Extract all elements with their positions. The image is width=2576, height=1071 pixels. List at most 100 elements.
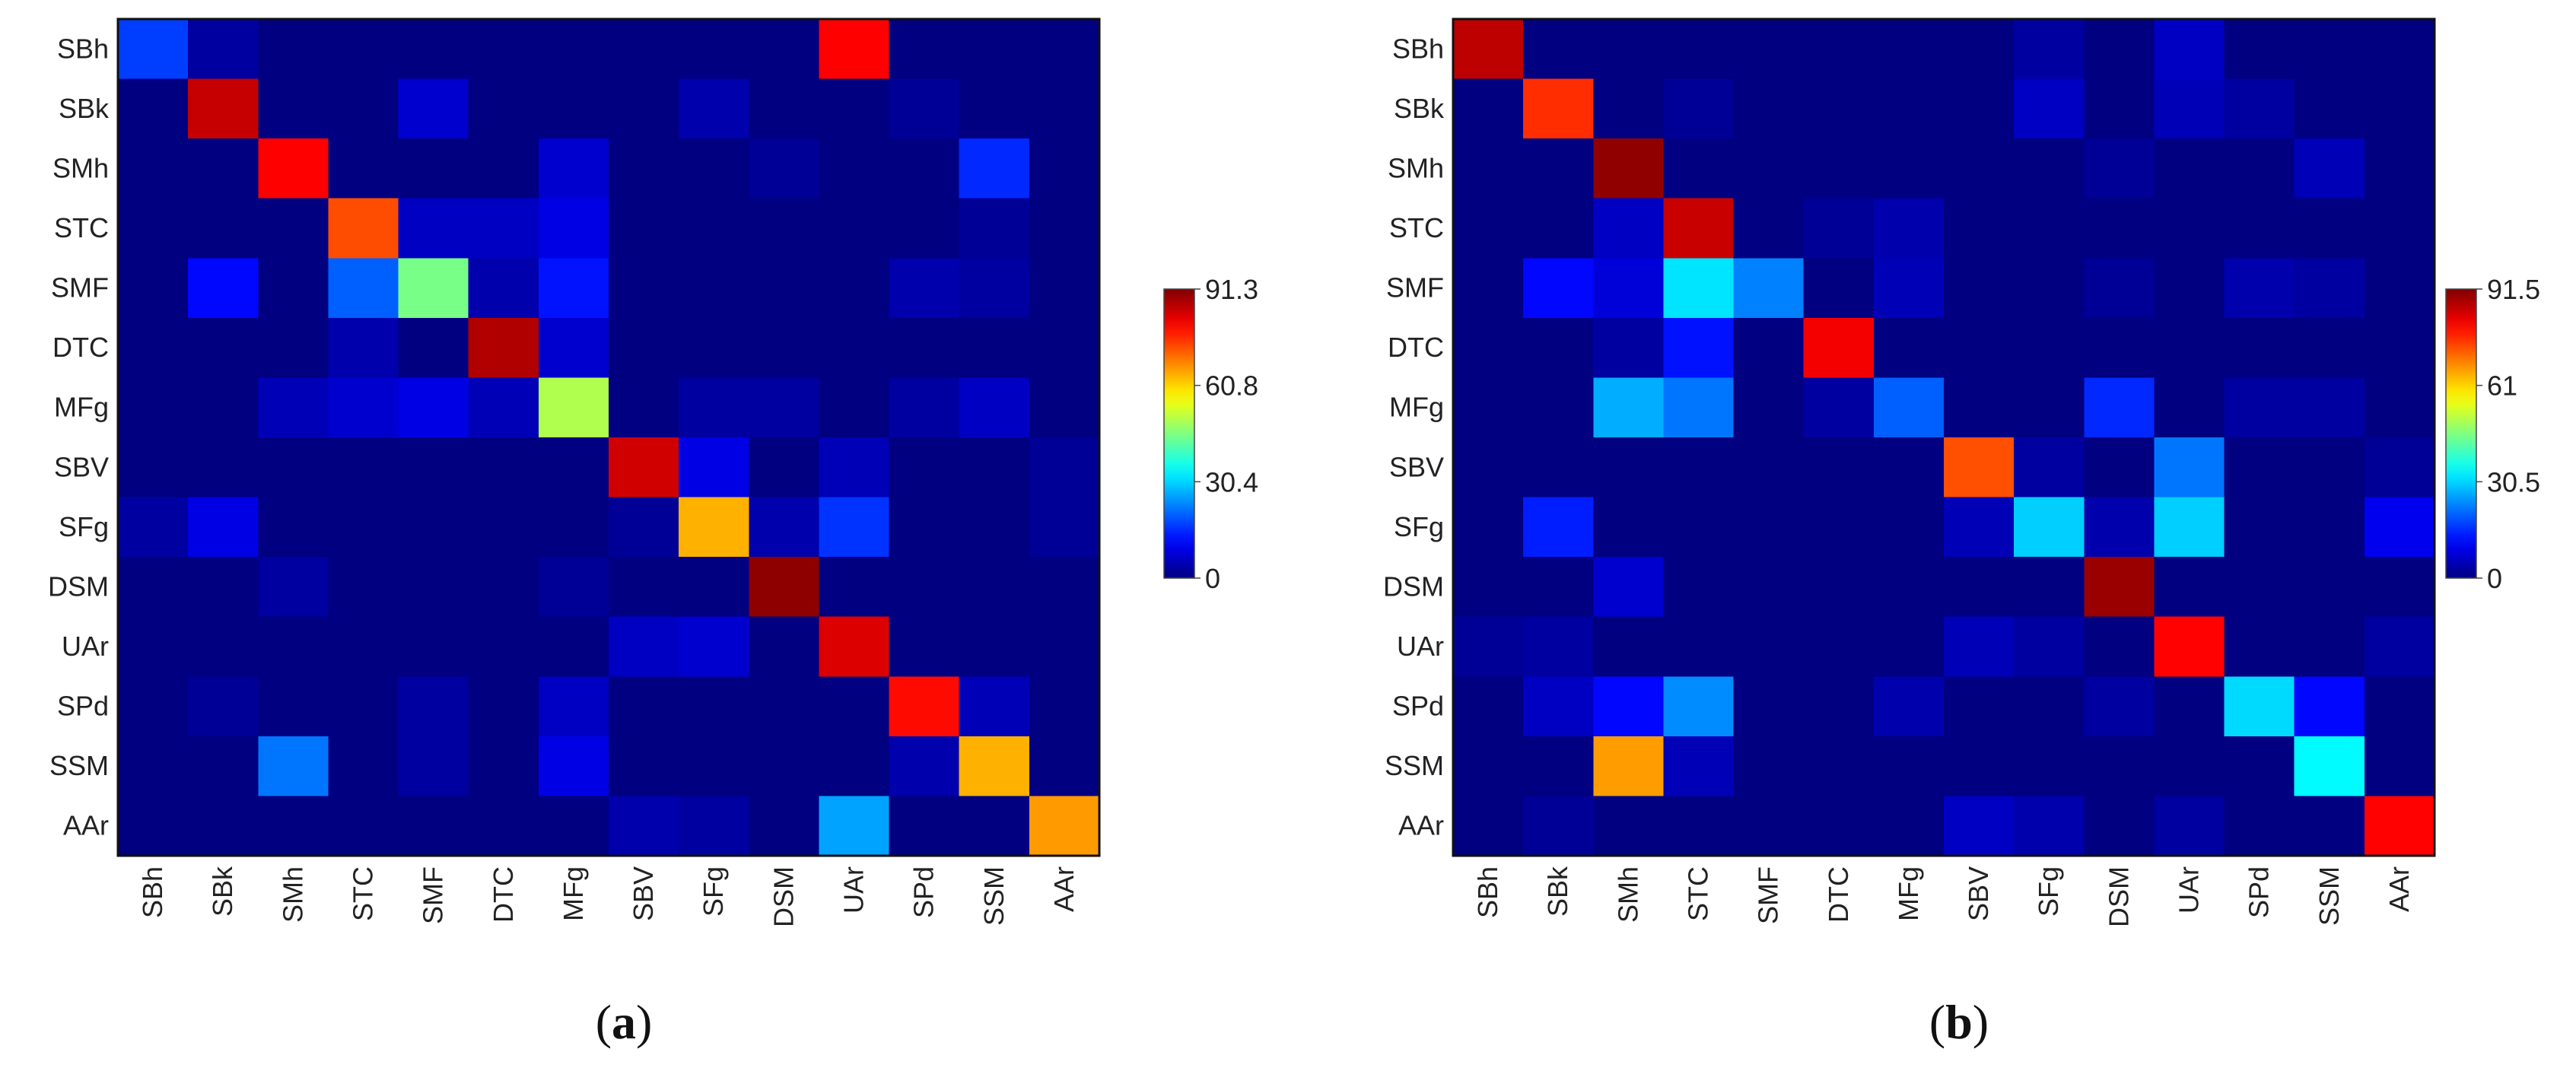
heatmap-cell: SSM / SBV: 0	[1944, 736, 2015, 797]
heatmap-cell: SMF / SPd: 4	[889, 258, 960, 319]
heatmap-cell: SFg / SMh: 0	[1593, 497, 1665, 558]
heatmap-cell: UAr / SMF: 0	[1733, 616, 1805, 677]
heatmap-cell: SBh / DTC: 0	[1803, 19, 1875, 80]
heatmap-cell: MFg / DSM: 3	[749, 377, 820, 438]
heatmap-cell: SPd / DTC: 0	[468, 676, 539, 737]
heatmap-cell: SSM / MFg: 9	[538, 736, 609, 797]
heatmap-cell: AAr / SMF: 0	[1733, 796, 1805, 856]
heatmap-cell: SPd / UAr: 0	[2154, 676, 2225, 737]
x-tick-label: MFg	[1893, 866, 1924, 921]
heatmap-cell: SSM / SPd: 0	[2224, 736, 2295, 797]
heatmap-cell: SMh / SSM: 15	[959, 138, 1030, 199]
heatmap-cell: UAr / UAr: 80	[2154, 616, 2225, 677]
heatmap-cell: SPd / SSM: 5	[959, 676, 1030, 737]
heatmap-cell: SFg / SBV: 5	[1944, 497, 2015, 558]
heatmap-cell: MFg / SFg: 3	[679, 377, 749, 438]
x-tick-label: SMF	[1753, 866, 1784, 924]
caption-close-paren: )	[636, 995, 652, 1049]
heatmap-cell: MFg / SPd: 3	[2224, 377, 2295, 438]
heatmap-cell: SMF / DTC: 0	[1803, 258, 1875, 319]
heatmap-cell: SPd / SPd: 79	[889, 676, 960, 737]
heatmap-cell: SPd / SMh: 12	[1593, 676, 1665, 737]
heatmap-cell: MFg / SSM: 3	[2294, 377, 2365, 438]
heatmap-cell: DTC / SMh: 3	[1593, 317, 1665, 379]
heatmap-cell: SMh / MFg: 0	[1873, 138, 1945, 199]
colorbar-gradient	[1164, 289, 1194, 578]
heatmap-cell: SMF / AAr: 0	[1029, 258, 1100, 319]
x-tick-label: SBV	[628, 866, 659, 921]
heatmap-cell: DTC / SFg: 0	[679, 317, 749, 379]
heatmap-cell: SMh / SBk: 0	[188, 138, 259, 199]
y-tick-label: DTC	[1388, 332, 1444, 363]
x-tick-label: DTC	[488, 866, 519, 923]
colorbar-tick-label: 91.3	[1205, 274, 1258, 305]
heatmap-cell: SFg / SSM: 0	[2294, 497, 2365, 558]
heatmap-cell: SBh / SFg: 3	[2014, 19, 2085, 80]
heatmap-cell: SBk / SBk: 76	[1523, 78, 1594, 139]
heatmap-cell: AAr / SBk: 0	[188, 796, 259, 856]
heatmap-cell: SBh / SMh: 0	[258, 19, 329, 80]
heatmap-cell: STC / MFg: 4	[1873, 198, 1945, 259]
heatmap-cell: SSM / SPd: 4	[889, 736, 960, 797]
y-tick-label: SBk	[59, 93, 110, 124]
heatmap-cell: SSM / SMh: 66	[1593, 736, 1665, 797]
heatmap-cell: SFg / SBh: 3	[118, 497, 189, 558]
heatmap-cell: SBh / AAr: 0	[1029, 19, 1100, 80]
y-tick-label: AAr	[1398, 810, 1444, 841]
heatmap-cell: AAr / SPd: 0	[2224, 796, 2295, 856]
heatmap-cell: STC / SFg: 0	[679, 198, 749, 259]
heatmap-cell: SBh / MFg: 0	[1873, 19, 1945, 80]
heatmap-cell: UAr / DSM: 0	[749, 616, 820, 677]
heatmap-cell: STC / SMh: 0	[258, 198, 329, 259]
heatmap-cell: SBV / SPd: 0	[889, 437, 960, 498]
heatmap-cell: AAr / DSM: 0	[2084, 796, 2155, 856]
heatmap-cell: SBk / SBh: 0	[118, 78, 189, 139]
heatmap-cell: SSM / DSM: 0	[749, 736, 820, 797]
heatmap-cell: SMF / DSM: 0	[749, 258, 820, 319]
heatmap-cell: SSM / SMh: 22	[258, 736, 329, 797]
heatmap-cell: AAr / DTC: 0	[468, 796, 539, 856]
heatmap-cell: SMh / SBk: 0	[1523, 138, 1594, 199]
heatmap-cell: SBk / SMh: 0	[258, 78, 329, 139]
heatmap-cell: STC / STC: 73	[328, 198, 399, 259]
heatmap-cell: SFg / STC: 0	[1663, 497, 1735, 558]
heatmap-cell: DSM / MFg: 2	[538, 557, 609, 618]
heatmap-cell: SBh / DSM: 0	[2084, 19, 2155, 80]
heatmap-cell: MFg / SPd: 3	[889, 377, 960, 438]
heatmap-cell: AAr / SBh: 0	[1453, 796, 1524, 856]
heatmap-cell: SSM / SMF: 3	[398, 736, 469, 797]
heatmap-cell: SMh / SFg: 0	[2014, 138, 2085, 199]
x-tick-label: SMh	[277, 866, 308, 923]
heatmap-cell: DSM / SSM: 0	[2294, 557, 2365, 618]
heatmap-cell: SFg / SFg: 64	[679, 497, 749, 558]
heatmap-cell: STC / UAr: 0	[2154, 198, 2225, 259]
heatmap-cell: SSM / SFg: 0	[2014, 736, 2085, 797]
heatmap-cell: SBV / MFg: 0	[1873, 437, 1945, 498]
heatmap-cell: MFg / STC: 7	[328, 377, 399, 438]
heatmap-cell: UAr / SMF: 0	[398, 616, 469, 677]
heatmap-cell: SMF / STC: 20	[328, 258, 399, 319]
heatmap-cell: AAr / SSM: 0	[959, 796, 1030, 856]
x-tick-label: UAr	[2174, 866, 2205, 914]
heatmap-cell: SPd / SSM: 12	[2294, 676, 2365, 737]
x-tick-label: SBV	[1963, 866, 1994, 921]
heatmap-cell: SPd / SBh: 0	[1453, 676, 1524, 737]
y-tick-label: SFg	[1394, 511, 1444, 542]
heatmap-cell: SPd / SBh: 0	[118, 676, 189, 737]
heatmap-cell: DSM / SBh: 0	[1453, 557, 1524, 618]
colorbar: 91.5 61 30.5 0	[2445, 274, 2540, 594]
y-tick-label: SMF	[1386, 272, 1444, 304]
heatmap-cell: SBk / UAr: 5	[2154, 78, 2225, 139]
heatmap-cell: SMh / STC: 0	[1663, 138, 1735, 199]
heatmap-cell: SPd / SFg: 0	[2014, 676, 2085, 737]
heatmap-cell: SBV / SFg: 3	[2014, 437, 2085, 498]
x-tick-label: SSM	[978, 866, 1010, 926]
heatmap-cell: SFg / SMF: 0	[1733, 497, 1805, 558]
heatmap-cell: SFg / AAr: 2	[1029, 497, 1100, 558]
heatmap-cell: SMF / DSM: 2	[2084, 258, 2155, 319]
x-tick-label: DTC	[1823, 866, 1854, 923]
heatmap-cell: AAr / AAr: 80	[2364, 796, 2435, 856]
heatmap-cell: AAr / SBk: 2	[1523, 796, 1594, 856]
heatmap-cell: SFg / MFg: 0	[538, 497, 609, 558]
heatmap-cell: DSM / SMh: 7	[1593, 557, 1665, 618]
